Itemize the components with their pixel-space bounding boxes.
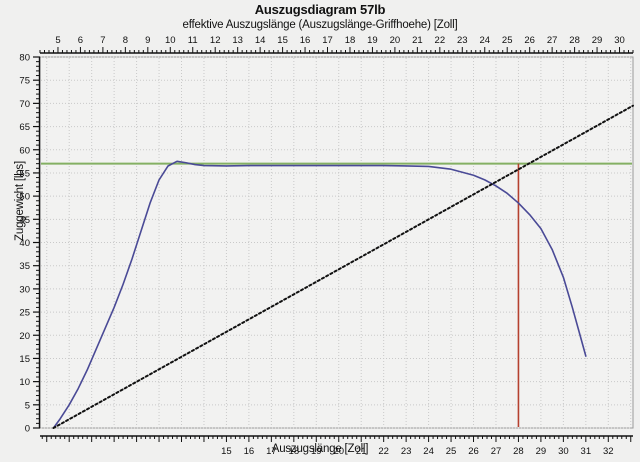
data-series: [52, 104, 634, 429]
top-axis-tick-label: 6: [78, 35, 83, 46]
y-axis-tick-label: 40: [19, 238, 30, 249]
top-axis-tick-label: 19: [367, 35, 378, 46]
y-axis-tick-label: 0: [25, 424, 30, 435]
bottom-axis-tick-label: 31: [581, 446, 592, 457]
bottom-axis-tick-label: 26: [468, 446, 479, 457]
y-axis-tick-label: 55: [19, 168, 30, 179]
top-axis-tick-label: 30: [614, 35, 625, 46]
top-axis-tick-label: 24: [479, 35, 490, 46]
bottom-axis-tick-label: 18: [289, 446, 300, 457]
marker-lines: [41, 162, 632, 427]
top-axis-tick-label: 15: [277, 35, 288, 46]
bottom-axis-tick-label: 24: [423, 446, 434, 457]
top-axis-tick-label: 9: [145, 35, 150, 46]
top-axis-tick-label: 22: [435, 35, 446, 46]
y-axis-tick-label: 5: [25, 400, 30, 411]
bottom-axis-tick-label: 20: [333, 446, 344, 457]
y-axis-tick-label: 65: [19, 122, 30, 133]
y-axis-tick-label: 15: [19, 354, 30, 365]
top-axis-tick-label: 29: [592, 35, 603, 46]
top-axis-tick-label: 7: [100, 35, 105, 46]
top-axis-tick-label: 10: [165, 35, 176, 46]
top-axis-label: effektive Auszugslänge (Auszugslänge-Gri…: [182, 19, 458, 31]
bottom-axis-tick-label: 30: [558, 446, 569, 457]
y-axis-tick-label: 10: [19, 377, 30, 388]
bottom-axis-tick-label: 16: [244, 446, 255, 457]
bottom-axis-tick-label: 15: [221, 446, 232, 457]
top-axis-tick-label: 16: [300, 35, 311, 46]
bottom-axis-tick-label: 29: [536, 446, 547, 457]
bottom-axis-tick-label: 28: [513, 446, 524, 457]
y-axis-tick-label: 20: [19, 331, 30, 342]
bottom-axis-tick-label: 32: [603, 446, 614, 457]
top-axis-tick-label: 14: [255, 35, 266, 46]
y-axis-tick-label: 75: [19, 76, 30, 87]
y-axis-tick-label: 45: [19, 215, 30, 226]
y-axis-tick-label: 60: [19, 145, 30, 156]
top-axis-tick-label: 27: [547, 35, 558, 46]
top-axis-tick-label: 17: [322, 35, 333, 46]
y-axis-tick-label: 35: [19, 261, 30, 272]
y-axis-tick-label: 25: [19, 308, 30, 319]
bottom-axis-tick-label: 25: [446, 446, 457, 457]
top-axis-tick-label: 13: [232, 35, 243, 46]
top-axis-tick-label: 23: [457, 35, 468, 46]
y-axis-tick-label: 50: [19, 192, 30, 203]
top-axis-tick-label: 20: [390, 35, 401, 46]
top-axis-tick-label: 26: [524, 35, 535, 46]
y-axis-tick-label: 80: [19, 53, 30, 64]
top-axis-tick-label: 25: [502, 35, 513, 46]
draw-force-curve: [52, 160, 587, 429]
bottom-axis-tick-label: 19: [311, 446, 322, 457]
top-axis-tick-label: 12: [210, 35, 221, 46]
bottom-axis-tick-label: 23: [401, 446, 412, 457]
reference-line: [52, 104, 634, 429]
chart-title: Auszugsdiagram 57lb: [254, 2, 386, 17]
bottom-axis-tick-label: 21: [356, 446, 367, 457]
y-axis-tick-label: 70: [19, 99, 30, 110]
bottom-axis-tick-label: 27: [491, 446, 502, 457]
axis-ticks: [33, 47, 634, 442]
bottom-axis-tick-label: 17: [266, 446, 277, 457]
top-axis-tick-label: 18: [345, 35, 356, 46]
top-axis-tick-label: 5: [55, 35, 60, 46]
plot-background: [39, 56, 634, 429]
top-axis-tick-label: 21: [412, 35, 423, 46]
axis-tick-labels: 0 5 10 15 20 25 30 35 40 45 50 55 60 65 70 75 80 5 6 7 8 9 10 1…: [19, 35, 624, 457]
top-axis-tick-label: 8: [123, 35, 128, 46]
bottom-axis-tick-label: 22: [378, 446, 389, 457]
x-axis-label: Auszugslänge [Zoll]: [271, 443, 369, 455]
top-axis-tick-label: 28: [569, 35, 580, 46]
top-axis-tick-label: 11: [188, 35, 198, 46]
y-axis-tick-label: 30: [19, 284, 30, 295]
